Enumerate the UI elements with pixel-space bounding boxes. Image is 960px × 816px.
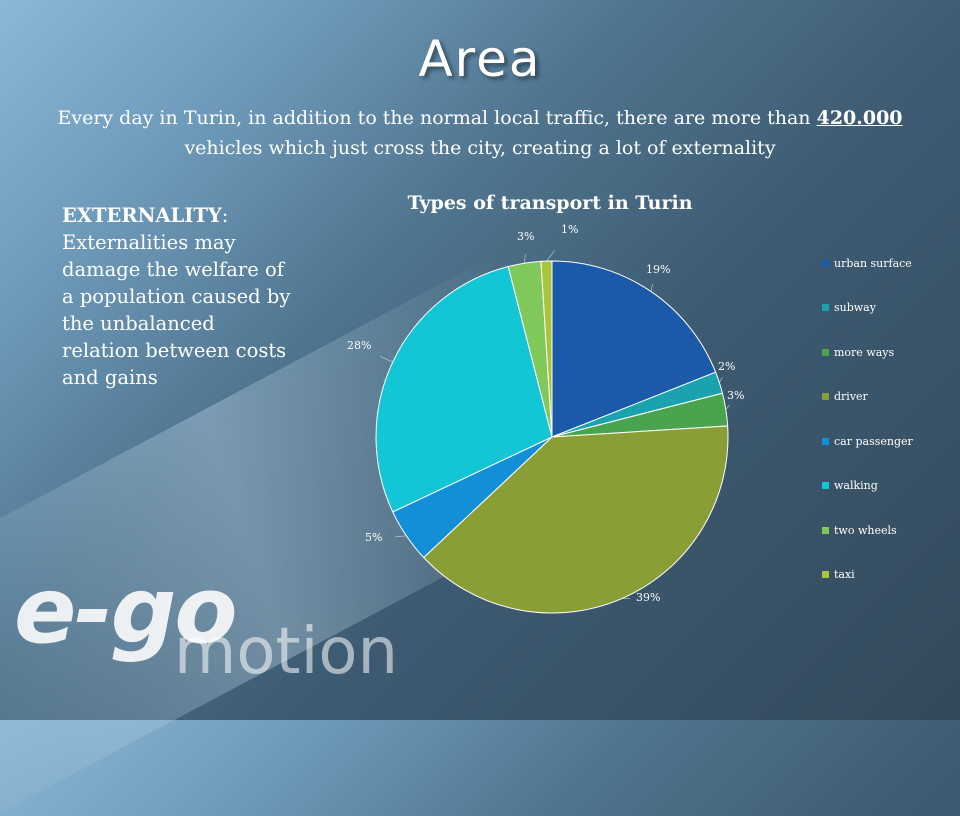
pie-leader-line: [546, 250, 555, 261]
legend-swatch: [822, 527, 829, 534]
pie-leader-line: [726, 405, 730, 410]
legend-item: walking: [822, 464, 952, 509]
legend-swatch: [822, 438, 829, 445]
legend-swatch: [822, 260, 829, 267]
pie-data-label: 5%: [365, 531, 382, 544]
legend-label: urban surface: [834, 257, 912, 270]
pie-data-label: 39%: [636, 591, 660, 604]
legend-swatch: [822, 304, 829, 311]
legend-item: subway: [822, 286, 952, 331]
legend-item: car passenger: [822, 419, 952, 464]
pie-leader-line: [395, 536, 406, 537]
legend-label: taxi: [834, 568, 855, 581]
pie-data-label: 2%: [718, 360, 735, 373]
legend-swatch: [822, 393, 829, 400]
legend-swatch: [822, 349, 829, 356]
legend-label: more ways: [834, 346, 894, 359]
legend-label: car passenger: [834, 435, 913, 448]
legend-swatch: [822, 482, 829, 489]
pie-leader-line: [524, 254, 525, 263]
pie-leader-line: [719, 377, 722, 382]
pie-data-label: 1%: [561, 223, 578, 236]
legend-label: two wheels: [834, 524, 897, 537]
legend-label: subway: [834, 301, 876, 314]
ego-motion-logo: e-go motion: [14, 575, 374, 695]
legend-label: driver: [834, 390, 868, 403]
pie-data-label: 28%: [347, 339, 371, 352]
pie-data-label: 19%: [646, 263, 670, 276]
legend-item: taxi: [822, 553, 952, 598]
legend-label: walking: [834, 479, 878, 492]
pie-data-label: 3%: [517, 230, 534, 243]
legend-item: urban surface: [822, 241, 952, 286]
chart-legend: urban surface subway more ways driver car pa…: [822, 241, 952, 597]
pie-leader-line: [380, 356, 393, 362]
legend-swatch: [822, 571, 829, 578]
pie-data-label: 3%: [727, 389, 744, 402]
pie-leader-line: [651, 284, 653, 292]
legend-item: driver: [822, 375, 952, 420]
legend-item: two wheels: [822, 508, 952, 553]
legend-item: more ways: [822, 330, 952, 375]
logo-sub-text: motion: [174, 615, 398, 689]
